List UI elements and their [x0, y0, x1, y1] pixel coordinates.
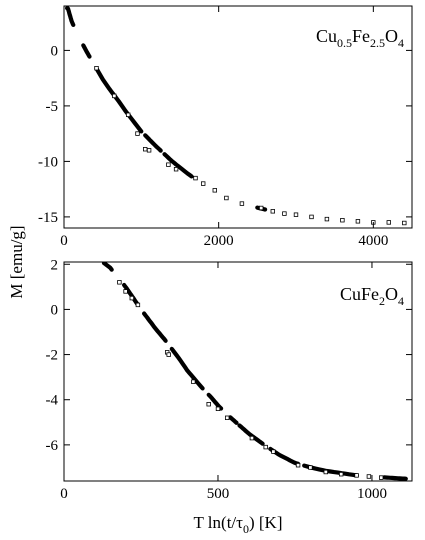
data-point — [126, 112, 131, 117]
y-tick-label: 2 — [51, 257, 59, 273]
data-point — [402, 220, 407, 226]
y-tick-label: -6 — [46, 438, 59, 454]
panel-label-top: Cu0.5Fe2.5O4 — [316, 26, 404, 50]
data-point — [224, 195, 229, 201]
data-point — [166, 162, 171, 167]
data-point — [173, 166, 179, 172]
data-segment — [162, 152, 194, 179]
data-point — [386, 220, 391, 225]
x-tick-label: 500 — [207, 486, 230, 502]
data-segment — [228, 415, 239, 425]
data-point — [249, 435, 255, 441]
data-series-bottom — [101, 262, 408, 481]
y-axis-title: M [emu/g] — [7, 225, 26, 298]
plot-frame — [63, 5, 413, 229]
data-point — [271, 449, 276, 454]
y-tick-label: -2 — [46, 348, 59, 364]
y-tick-label: -4 — [46, 393, 59, 409]
data-point — [193, 175, 198, 181]
data-segment — [302, 463, 359, 478]
data-point — [293, 212, 299, 217]
data-point — [166, 352, 171, 357]
data-point — [142, 146, 148, 152]
data-point — [338, 471, 344, 477]
data-segment — [143, 133, 163, 153]
panel-top: 0 2000 4000 0 -5 -10 -15 Cu0.5Fe2.5O4 — [38, 5, 413, 249]
y-tick-label: -10 — [38, 154, 58, 170]
panel-label-bottom: CuFe2O4 — [340, 284, 404, 308]
x-tick-label: 4000 — [358, 233, 388, 249]
x-tick-label: 0 — [60, 233, 68, 249]
data-point — [263, 444, 268, 450]
data-point — [258, 205, 264, 211]
data-point — [206, 401, 211, 407]
y-tick-label: -15 — [38, 210, 58, 226]
data-point — [146, 148, 152, 153]
data-point — [212, 188, 217, 193]
x-axis-title: T ln(t/τ0) [K] — [193, 513, 282, 536]
data-point — [308, 465, 313, 470]
data-point — [94, 66, 99, 71]
data-point — [123, 289, 128, 294]
data-point — [239, 201, 245, 206]
data-point — [200, 181, 206, 186]
data-point — [324, 216, 330, 222]
data-segment — [121, 282, 140, 307]
data-point — [129, 295, 134, 301]
data-point — [366, 474, 372, 479]
y-tick-label: 0 — [51, 302, 59, 318]
plot-frame — [63, 261, 413, 482]
data-point — [135, 302, 141, 308]
data-point — [135, 131, 140, 136]
data-point — [270, 209, 275, 214]
data-point — [354, 473, 359, 478]
data-point — [282, 211, 287, 216]
data-point — [340, 217, 345, 223]
data-point — [378, 475, 384, 480]
data-series-top — [64, 6, 407, 226]
data-segment — [169, 346, 205, 391]
data-point — [295, 462, 301, 468]
y-tick-label: -5 — [46, 99, 59, 115]
data-segment — [81, 43, 92, 59]
x-tick-label: 0 — [60, 486, 68, 502]
data-segment — [94, 66, 144, 134]
data-point — [309, 214, 314, 220]
data-point — [112, 93, 117, 99]
data-segment — [382, 475, 408, 481]
data-segment — [206, 392, 224, 411]
y-tick-label: 0 — [51, 43, 59, 59]
x-tick-label: 2000 — [204, 233, 234, 249]
data-point — [224, 415, 230, 420]
data-point — [323, 469, 328, 475]
data-point — [355, 219, 361, 224]
data-segment — [142, 311, 168, 343]
data-point — [117, 280, 122, 285]
data-point — [191, 379, 196, 384]
data-segment — [101, 262, 114, 272]
data-segment — [237, 423, 265, 446]
panel-bottom: 0 500 1000 2 0 -2 -4 -6 CuFe2O4 — [46, 257, 413, 502]
data-segment — [64, 6, 76, 27]
data-point — [215, 406, 221, 411]
x-tick-label: 1000 — [357, 486, 387, 502]
